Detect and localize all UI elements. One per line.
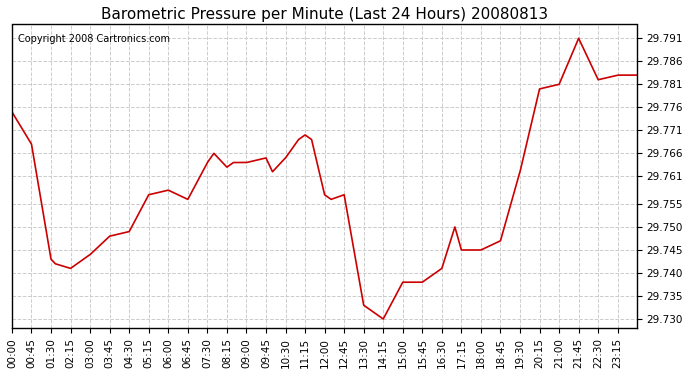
Title: Barometric Pressure per Minute (Last 24 Hours) 20080813: Barometric Pressure per Minute (Last 24 … (101, 7, 548, 22)
Text: Copyright 2008 Cartronics.com: Copyright 2008 Cartronics.com (18, 34, 170, 44)
